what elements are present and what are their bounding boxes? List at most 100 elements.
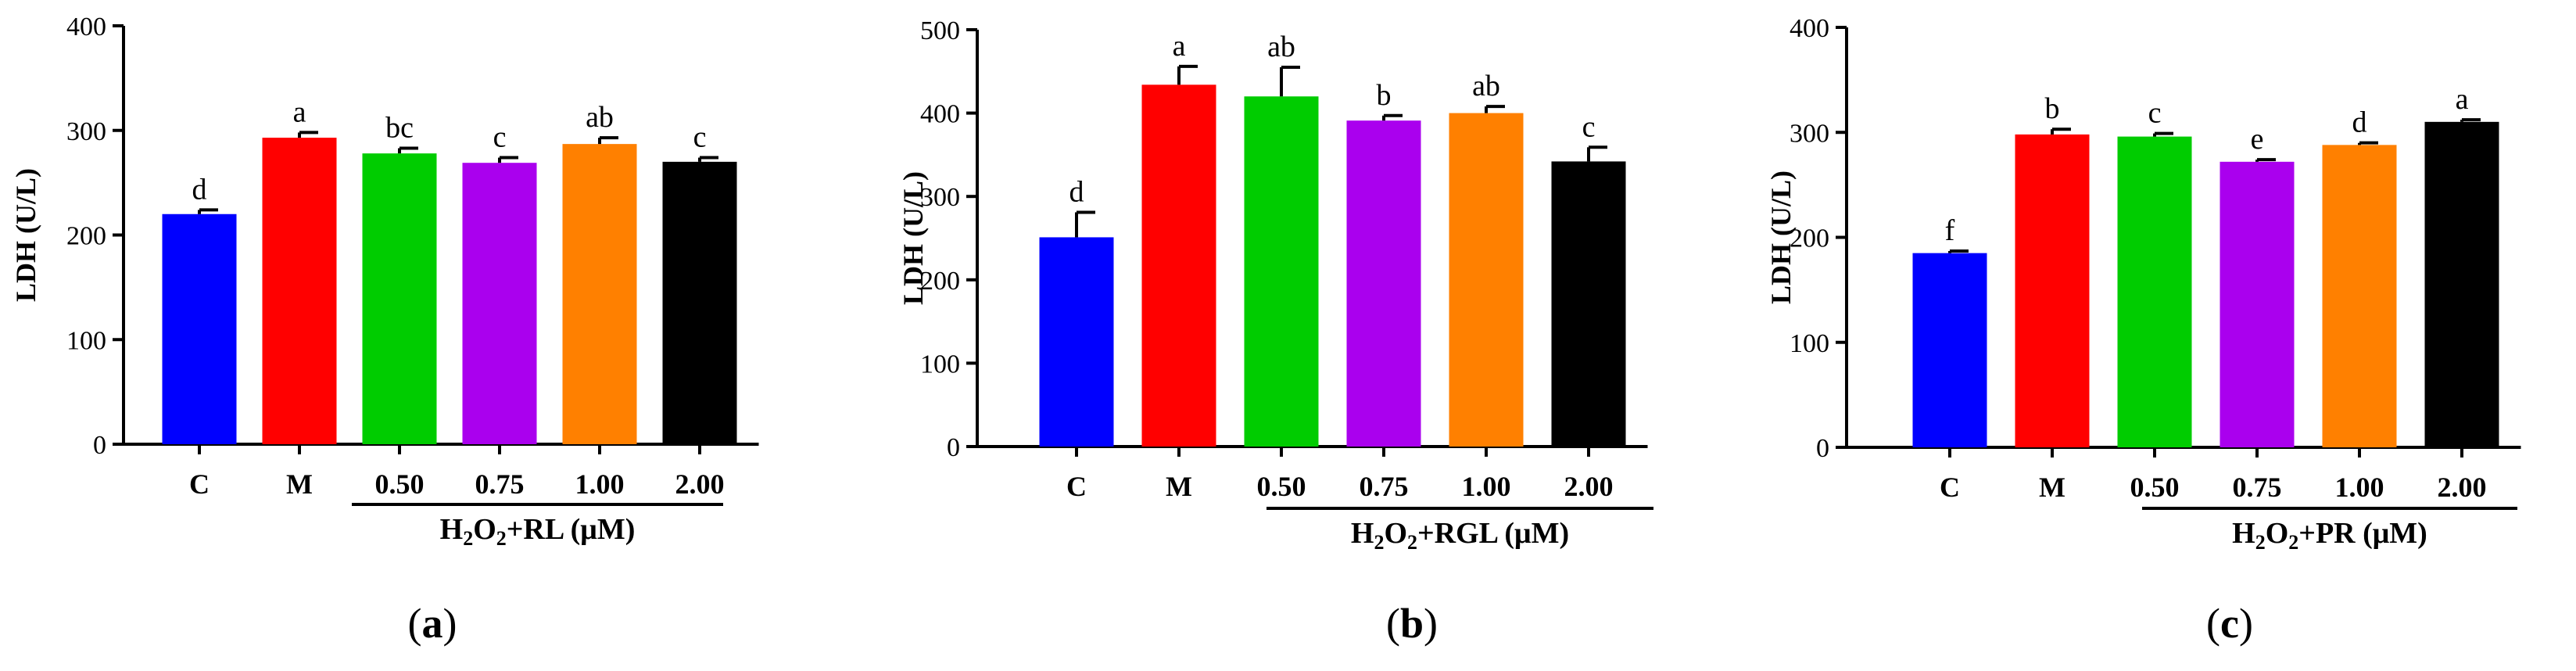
y-tick-label: 200 <box>66 222 106 251</box>
panel-paren-open: ( <box>1386 600 1400 647</box>
y-tick-label: 100 <box>66 326 106 355</box>
bar-C <box>162 214 237 444</box>
group-label-part: O <box>2266 517 2289 550</box>
x-tick-label: 0.75 <box>1360 471 1409 502</box>
x-tick-label: 1.00 <box>1462 471 1511 502</box>
subscript: 2 <box>2288 531 2298 554</box>
y-tick-label: 300 <box>66 117 106 146</box>
y-axis-title: LDH (U/L) <box>1765 170 1797 304</box>
panel-label: (c) <box>2206 600 2253 647</box>
x-tick-label: C <box>1066 471 1087 502</box>
panel-letter: a <box>422 600 443 647</box>
panel-paren-close: ) <box>1424 600 1438 647</box>
bar-M <box>262 138 337 445</box>
y-tick-label: 100 <box>920 350 960 379</box>
group-label: H2O2+RGL (μM) <box>1351 517 1569 554</box>
significance-label: ab <box>586 101 614 134</box>
bar-2.00 <box>662 161 737 444</box>
x-tick-label: 0.75 <box>2233 472 2282 503</box>
y-tick-label: 0 <box>1816 434 1829 463</box>
y-tick-label: 0 <box>947 433 960 462</box>
x-tick-label: C <box>189 468 210 500</box>
significance-label: b <box>2045 92 2060 125</box>
group-label-part: +RGL (μM) <box>1417 517 1569 550</box>
bar-2.00 <box>1551 161 1626 447</box>
x-tick-label: 0.50 <box>2130 472 2180 503</box>
panel-paren-close: ) <box>2239 600 2253 647</box>
x-tick-label: 2.00 <box>1564 471 1614 502</box>
x-tick-label: 1.00 <box>575 468 625 500</box>
panel-letter: c <box>2220 600 2239 647</box>
significance-label: c <box>1582 110 1596 143</box>
subscript: 2 <box>463 527 473 550</box>
group-label: H2O2+RL (μM) <box>440 513 636 550</box>
significance-label: ab <box>1267 30 1295 63</box>
group-label-part: O <box>1384 517 1407 550</box>
chart-panel-b: 0 100 200 300 400 500 LDH (U/L) d Ca Mab 0.50 b 0.75… <box>897 16 1653 647</box>
y-axis-title: LDH (U/L) <box>10 168 41 302</box>
y-tick-label: 400 <box>920 100 960 129</box>
y-tick-label: 100 <box>1790 329 1829 358</box>
group-label-part: H <box>440 513 464 546</box>
y-tick-label: 300 <box>920 183 960 212</box>
group-label-part: H <box>2232 517 2255 550</box>
significance-label: a <box>1173 30 1186 63</box>
x-tick-label: 2.00 <box>675 468 725 500</box>
significance-label: a <box>2456 83 2469 116</box>
subscript: 2 <box>2255 531 2266 554</box>
bar-1.00 <box>562 144 637 444</box>
y-tick-label: 300 <box>1790 119 1829 148</box>
panel-label: (a) <box>408 600 457 647</box>
group-label-part: H <box>1351 517 1374 550</box>
group-label-part: +PR (μM) <box>2298 517 2427 550</box>
subscript: 2 <box>1407 531 1417 554</box>
subscript: 2 <box>496 527 507 550</box>
significance-label: ab <box>1472 70 1500 102</box>
bar-C <box>1039 237 1114 447</box>
group-label-part: +RL (μM) <box>507 513 636 546</box>
bar-0.50 <box>362 153 437 445</box>
bar-M <box>1141 84 1216 447</box>
significance-label: c <box>493 121 507 154</box>
significance-label: f <box>1945 214 1955 247</box>
bar-M <box>2015 134 2090 447</box>
bar-2.00 <box>2424 121 2499 447</box>
group-label-part: O <box>473 513 496 546</box>
panel-letter: b <box>1400 600 1424 647</box>
bar-0.75 <box>1346 120 1421 447</box>
y-tick-label: 200 <box>920 267 960 296</box>
panel-paren-open: ( <box>408 600 422 647</box>
bar-0.50 <box>2117 136 2192 447</box>
y-tick-label: 200 <box>1790 224 1829 253</box>
y-axis-title: LDH (U/L) <box>897 171 929 305</box>
subscript: 2 <box>1374 531 1384 554</box>
significance-label: c <box>693 121 707 154</box>
bar-0.75 <box>2220 161 2295 447</box>
y-tick-label: 400 <box>1790 14 1829 43</box>
bar-1.00 <box>2322 145 2397 448</box>
x-tick-label: 0.50 <box>1257 471 1306 502</box>
significance-label: b <box>1377 79 1392 112</box>
significance-label: bc <box>385 111 414 144</box>
x-tick-label: M <box>2039 472 2065 503</box>
bar-C <box>1912 253 1987 447</box>
panel-paren-close: ) <box>443 600 457 647</box>
x-tick-label: M <box>1166 471 1192 502</box>
x-tick-label: C <box>1940 472 1960 503</box>
significance-label: d <box>2352 106 2367 139</box>
x-tick-label: 1.00 <box>2335 472 2384 503</box>
panel-paren-open: ( <box>2206 600 2220 647</box>
bar-0.75 <box>462 163 537 444</box>
significance-label: d <box>1069 175 1084 208</box>
x-tick-label: 2.00 <box>2438 472 2487 503</box>
bar-0.50 <box>1244 96 1319 447</box>
x-tick-label: 0.50 <box>375 468 425 500</box>
significance-label: c <box>2148 97 2162 130</box>
panel-label: (b) <box>1386 600 1438 647</box>
bar-1.00 <box>1449 113 1524 447</box>
significance-label: a <box>293 95 306 128</box>
y-tick-label: 400 <box>66 13 106 41</box>
significance-label: e <box>2251 123 2264 156</box>
significance-label: d <box>192 173 207 206</box>
